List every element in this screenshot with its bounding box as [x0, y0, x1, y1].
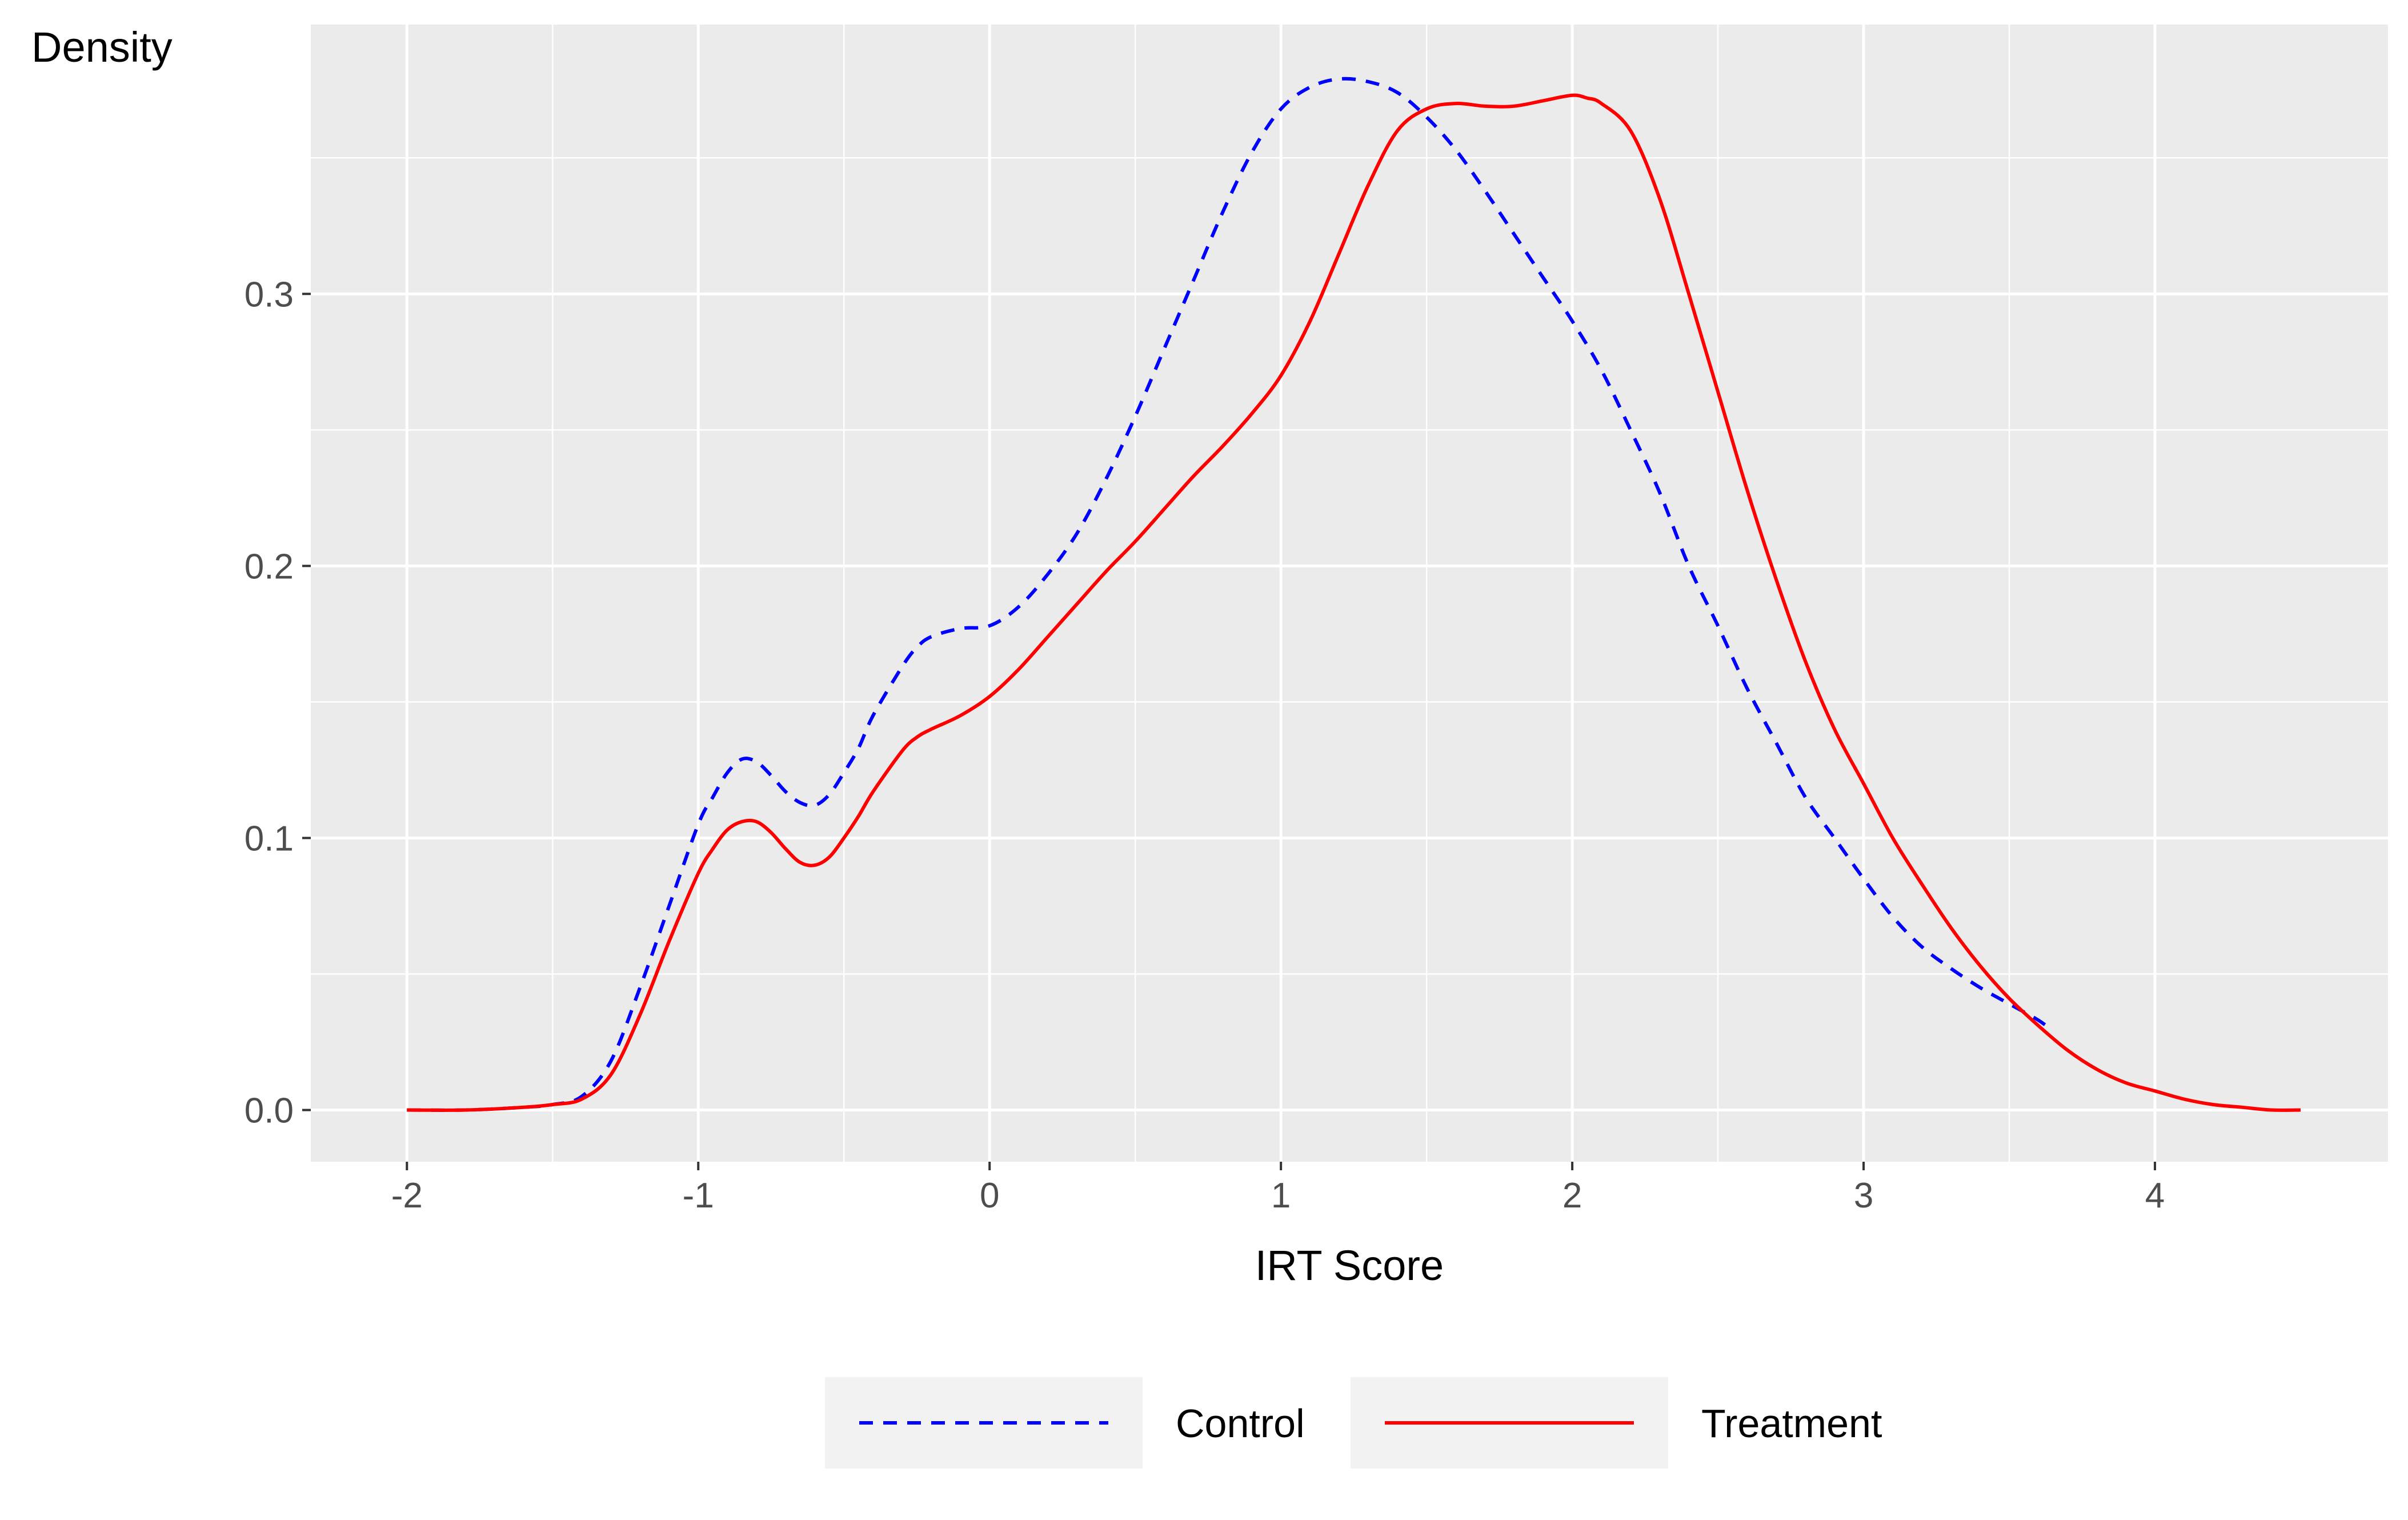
y-tick-label: 0.1 [245, 819, 294, 858]
plot-panel [311, 25, 2388, 1162]
x-tick-label: 0 [980, 1176, 999, 1215]
series-line-treatment [407, 93, 2301, 1112]
grid-major [311, 25, 2388, 1162]
legend: Control Treatment [825, 1377, 1882, 1469]
x-axis-title: IRT Score [1255, 1242, 1444, 1289]
legend-label-treatment: Treatment [1701, 1401, 1882, 1446]
series-layer [407, 77, 2301, 1112]
axis-ticks [302, 293, 2157, 1170]
y-tick-label: 0.2 [245, 547, 294, 586]
y-tick-label: 0.3 [245, 275, 294, 314]
x-tick-label: 1 [1271, 1176, 1291, 1215]
x-tick-label: -2 [391, 1176, 423, 1215]
x-tick-labels: -2 -1 0 1 2 3 4 [391, 1176, 2165, 1215]
legend-label-control: Control [1176, 1401, 1305, 1446]
series-line-control [407, 77, 2054, 1112]
y-tick-label: 0.0 [245, 1091, 294, 1131]
x-tick-label: 2 [1562, 1176, 1582, 1215]
x-tick-label: 4 [2145, 1176, 2165, 1215]
y-tick-labels: 0.0 0.1 0.2 0.3 [245, 275, 294, 1130]
y-axis-title: Density [31, 23, 173, 71]
x-tick-label: -1 [683, 1176, 714, 1215]
x-tick-label: 3 [1854, 1176, 1873, 1215]
